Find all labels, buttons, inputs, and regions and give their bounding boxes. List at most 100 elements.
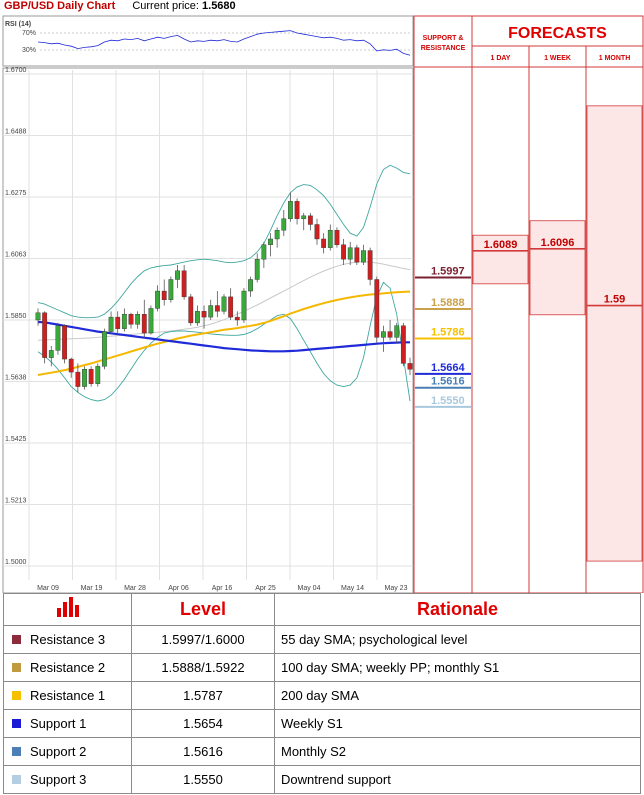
y-tick-label: 1.5213 xyxy=(5,498,27,505)
candle-body xyxy=(341,244,346,260)
level-name-cell: Support 3 xyxy=(3,765,132,794)
level-rationale: Weekly S1 xyxy=(274,709,641,738)
candle-body xyxy=(268,238,273,245)
candle-body xyxy=(254,259,260,280)
candle-body xyxy=(88,369,94,384)
bollinger-lower-line xyxy=(37,281,411,402)
candle-body xyxy=(48,350,54,358)
sr-level-label: 1.5616 xyxy=(431,376,465,388)
level-name-cell: Support 2 xyxy=(3,737,132,766)
sr-header-line1: SUPPORT & xyxy=(423,35,464,42)
level-color-swatch xyxy=(12,747,21,757)
x-tick-label: Apr 06 xyxy=(168,585,189,592)
level-name: Resistance 3 xyxy=(30,632,106,647)
level-value: 1.5787 xyxy=(131,681,275,710)
candle-body xyxy=(75,371,81,387)
rsi-level-70: 70% xyxy=(22,30,36,37)
forecast-value-label: 1.59 xyxy=(604,294,625,306)
candle-body xyxy=(161,290,167,300)
levels-table-header: Level Rationale xyxy=(3,593,641,626)
x-tick-label: Mar 09 xyxy=(37,585,59,592)
candle-body xyxy=(314,224,320,240)
x-tick-label: Mar 19 xyxy=(81,585,103,592)
candle-body xyxy=(181,270,187,298)
sma100-line xyxy=(37,290,411,376)
y-tick-label: 1.6700 xyxy=(5,67,27,74)
forecast-range-box xyxy=(586,105,643,562)
sr-level-label: 1.5888 xyxy=(431,297,465,309)
header-level: Level xyxy=(131,593,275,626)
candle-body xyxy=(82,369,87,387)
candle-body xyxy=(321,238,327,248)
candle-body xyxy=(274,230,280,240)
candle-body xyxy=(201,311,207,318)
candle-body xyxy=(374,279,380,338)
x-tick-label: Apr 25 xyxy=(255,585,276,592)
candle-body xyxy=(354,247,360,263)
candle-body xyxy=(195,311,200,324)
x-tick-label: Apr 16 xyxy=(212,585,233,592)
level-name-cell: Resistance 2 xyxy=(3,653,132,682)
y-tick-label: 1.5638 xyxy=(5,375,27,382)
level-color-swatch xyxy=(12,635,21,645)
forecast-col-label: 1 WEEK xyxy=(544,55,571,62)
candle-body xyxy=(42,312,48,358)
candle-body xyxy=(95,366,101,384)
candle-body xyxy=(301,215,307,219)
level-rationale: 100 day SMA; weekly PP; monthly S1 xyxy=(274,653,641,682)
y-tick-label: 1.5000 xyxy=(5,559,27,566)
level-name: Support 1 xyxy=(30,716,87,731)
candle-body xyxy=(188,296,194,324)
forecast-range-box xyxy=(529,220,586,316)
candle-body xyxy=(108,316,114,332)
candle-body xyxy=(155,290,160,309)
bollinger-upper-line xyxy=(37,164,411,319)
sr-header-line2: RESISTANCE xyxy=(421,45,466,52)
price-plot-frame xyxy=(2,67,414,593)
header-rationale: Rationale xyxy=(274,593,641,626)
candle-body xyxy=(294,201,300,219)
level-value: 1.5888/1.5922 xyxy=(131,653,275,682)
level-name: Resistance 1 xyxy=(30,688,106,703)
level-name-cell: Support 1 xyxy=(3,709,132,738)
candle-body xyxy=(400,325,406,364)
level-value: 1.5997/1.6000 xyxy=(131,625,275,654)
rsi-label: RSI (14) xyxy=(5,21,31,28)
candle-body xyxy=(361,250,366,263)
level-name: Support 3 xyxy=(30,772,87,787)
level-name: Support 2 xyxy=(30,744,87,759)
current-price-value: 1.5680 xyxy=(202,0,236,12)
y-tick-label: 1.5850 xyxy=(5,313,27,320)
level-value: 1.5550 xyxy=(131,765,275,794)
forecast-value-label: 1.6096 xyxy=(541,237,575,249)
levels-table-row: Resistance 1 1.5787 200 day SMA xyxy=(3,681,641,710)
level-rationale: 55 day SMA; psychological level xyxy=(274,625,641,654)
level-rationale: 200 day SMA xyxy=(274,681,641,710)
y-tick-label: 1.6488 xyxy=(5,129,27,136)
candle-body xyxy=(55,325,61,351)
candle-body xyxy=(228,296,234,318)
level-rationale: Downtrend support xyxy=(274,765,641,794)
y-tick-label: 1.6063 xyxy=(5,252,27,259)
forecast-col-label: 1 MONTH xyxy=(599,55,631,62)
sma200-line xyxy=(37,320,410,353)
candle-body xyxy=(121,314,127,329)
candle-body xyxy=(347,247,353,260)
y-tick-label: 1.6275 xyxy=(5,190,27,197)
candle-body xyxy=(288,201,293,219)
x-tick-label: May 23 xyxy=(385,585,408,592)
candle-body xyxy=(334,230,340,245)
levels-table-row: Resistance 2 1.5888/1.5922 100 day SMA; we… xyxy=(3,653,641,682)
chart-canvas: 1.6700 1.6488 1.6275 1.6063 1.5850 1.5638 1.54… xyxy=(2,15,644,593)
level-color-swatch xyxy=(12,663,21,673)
candle-body xyxy=(115,316,121,329)
level-rationale: Monthly S2 xyxy=(274,737,641,766)
sr-level-label: 1.5664 xyxy=(431,362,466,374)
forecast-value-label: 1.6089 xyxy=(484,239,518,251)
chart-title: GBP/USD Daily Chart xyxy=(4,0,116,12)
candle-body xyxy=(62,325,67,360)
candle-body xyxy=(241,290,247,321)
chart-header: GBP/USD Daily Chart Current price: 1.568… xyxy=(4,0,236,14)
candle-body xyxy=(327,230,333,248)
levels-table-row: Resistance 3 1.5997/1.6000 55 day SMA; psy… xyxy=(3,625,641,654)
